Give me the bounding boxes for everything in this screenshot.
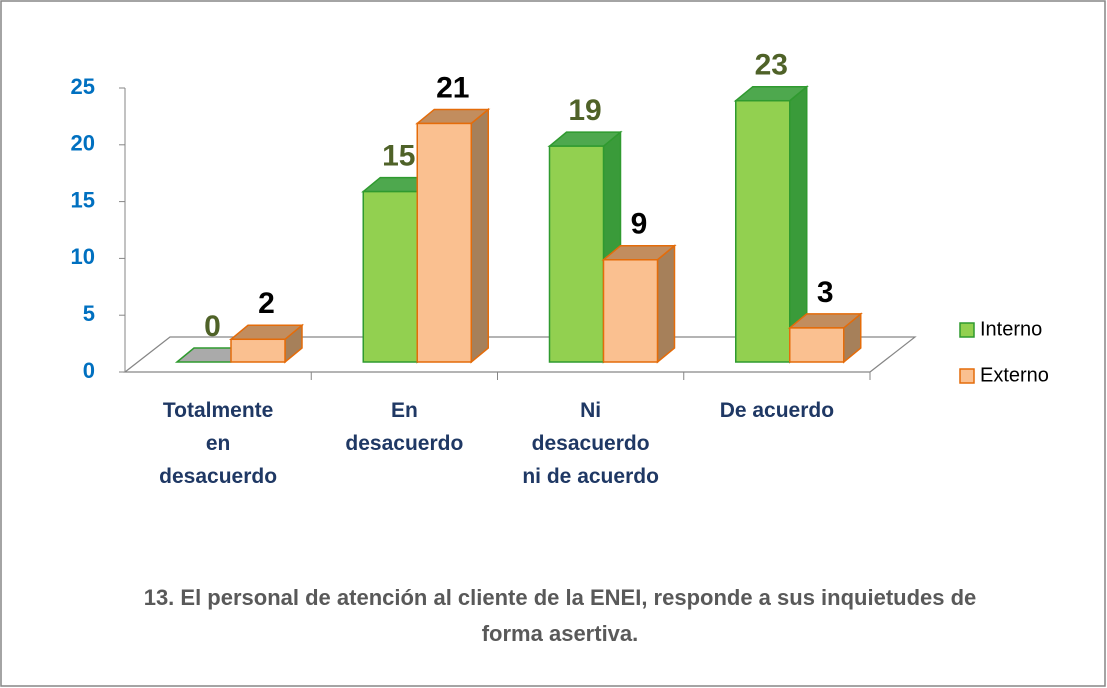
legend-label: Externo xyxy=(980,364,1049,386)
y-tick-label: 10 xyxy=(71,244,95,269)
x-tick-label: En desacuerdo xyxy=(345,399,464,455)
x-tick-label: Totalmente en desacuerdo xyxy=(159,399,278,488)
bar xyxy=(735,99,791,363)
value-label: 19 xyxy=(568,94,601,127)
legend-swatch xyxy=(959,322,975,338)
value-label: 21 xyxy=(436,71,469,104)
x-tick-label: Ni desacuerdo ni de acuerdo xyxy=(522,399,659,488)
y-tick-label: 25 xyxy=(71,74,95,99)
y-tick-label: 15 xyxy=(71,187,95,212)
bar-side xyxy=(656,244,676,364)
bar xyxy=(602,259,659,363)
y-tick-label: 5 xyxy=(83,301,95,326)
bar xyxy=(548,145,605,363)
y-tick-label: 0 xyxy=(83,358,95,383)
legend-swatch xyxy=(959,368,975,384)
floor xyxy=(123,336,917,373)
value-label: 0 xyxy=(204,310,221,343)
value-label: 2 xyxy=(258,287,275,320)
value-label: 3 xyxy=(817,276,834,309)
value-label: 23 xyxy=(755,49,788,82)
value-label: 15 xyxy=(382,140,415,173)
value-label: 9 xyxy=(631,208,648,241)
chart-title: 13. El personal de atención al cliente d… xyxy=(143,585,977,646)
bar xyxy=(416,122,472,363)
legend-label: Interno xyxy=(980,318,1042,340)
bar-side xyxy=(470,107,489,364)
y-tick-label: 20 xyxy=(71,131,95,156)
bar xyxy=(362,190,418,363)
bar xyxy=(230,338,286,363)
bar xyxy=(789,327,845,363)
x-tick-label: De acuerdo xyxy=(719,399,835,422)
